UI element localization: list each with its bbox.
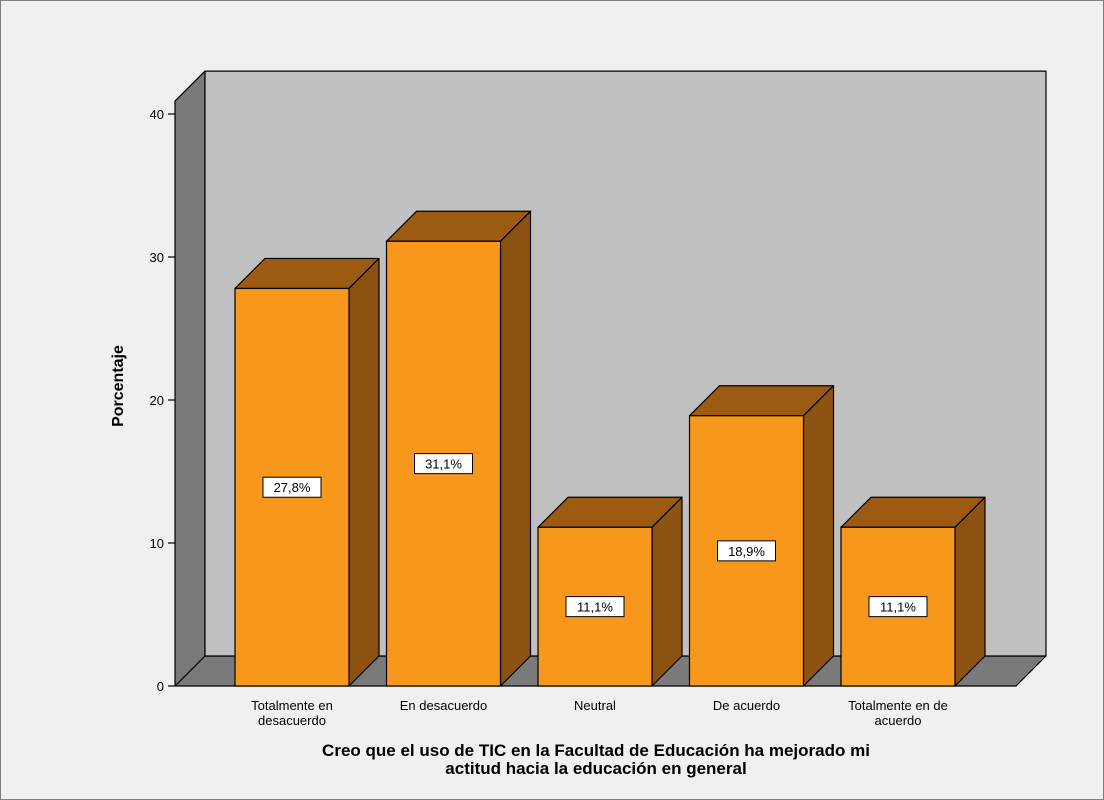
x-tick-label: Neutral [574,698,616,713]
data-label-box [262,476,322,498]
x-tick-label: desacuerdo [258,713,326,728]
data-label-box [717,540,776,562]
bar-side [348,257,380,687]
data-label-box [414,453,473,475]
bar-side [499,210,532,687]
data-label: 18,9% [728,544,765,559]
x-tick-label: Totalmente en [251,698,333,713]
data-label: 11,1% [577,600,613,615]
data-label: 27,8% [274,480,311,495]
y-axis-title: Porcentaje [110,345,127,427]
bar-side [651,496,683,687]
bar-side [954,496,986,687]
bar [688,415,805,687]
y-tick-label: 10 [150,536,164,551]
y-tick-label: 30 [150,250,164,265]
chart-side-wall [174,70,206,687]
x-axis-title: Creo que el uso de TIC en la Facultad de… [322,741,870,760]
y-tick-label: 20 [150,393,164,408]
data-label-box [565,596,625,618]
data-label: 11,1% [880,600,916,615]
x-axis-title: actitud hacia la educación en general [445,759,746,778]
x-tick-label: De acuerdo [713,698,780,713]
bar-side [802,385,835,687]
x-tick-label: En desacuerdo [400,698,487,713]
x-tick-label: acuerdo [875,713,922,728]
y-tick-label: 40 [150,107,164,122]
data-label: 31,1% [425,457,462,472]
y-tick-label: 0 [157,679,164,694]
data-label-box [868,596,928,618]
x-tick-label: Totalmente en de [848,698,948,713]
